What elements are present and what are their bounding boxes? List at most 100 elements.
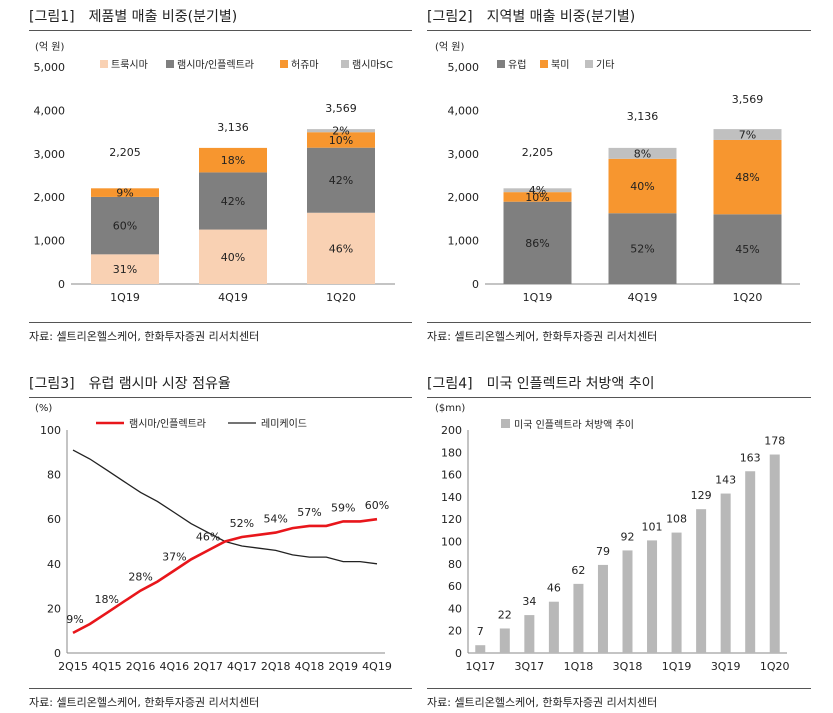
data-label: 18% [221,154,245,167]
data-label: 46% [196,530,220,543]
legend-label: 허쥬마 [291,59,319,71]
x-tick-label: 3Q17 [515,660,545,673]
data-label: 52% [230,517,254,530]
data-label: 4% [529,184,546,197]
data-label: 42% [329,174,353,187]
legend-label: 램시마/인플렉트라 [177,59,254,71]
y-tick-label: 4,000 [448,104,480,117]
y-tick-label: 60 [448,580,462,593]
y-tick-label: 0 [472,278,479,291]
data-label: 37% [162,550,186,563]
data-label: 54% [263,513,287,526]
y-tick-label: 120 [441,513,462,526]
x-tick-label: 1Q19 [110,291,140,304]
bar-segment [91,254,159,284]
x-tick-label: 4Q16 [160,660,190,673]
y-tick-label: 20 [47,602,61,615]
data-label: 59% [331,501,355,514]
bar [622,550,633,653]
legend-swatch [280,60,288,68]
y-tick-label: 5,000 [34,61,66,74]
x-tick-label: 3Q19 [711,660,741,673]
y-tick-label: 160 [441,469,462,482]
source-note: 자료: 셀트리온헬스케어, 한화투자증권 리서치센터 [29,330,260,343]
x-tick-label: 1Q17 [465,660,495,673]
bar-segment [199,172,267,230]
legend-label: 트룩시마 [111,59,148,71]
data-label: 22 [498,608,512,621]
panel-title: [그림2] 지역별 매출 비중(분기별) [427,9,636,25]
source-rule [29,688,412,689]
data-label: 60% [365,499,389,512]
y-tick-label: 0 [455,647,462,660]
bar [524,615,535,653]
title-rule [29,397,412,398]
y-tick-label: 5,000 [448,61,480,74]
total-label: 3,569 [325,102,357,115]
y-axis-label: (%) [35,403,52,414]
legend-swatch [166,60,174,68]
data-label: 178 [764,435,785,448]
data-label: 46% [329,242,353,255]
y-tick-label: 1,000 [34,235,66,248]
bar-segment [307,129,375,133]
legend-label: 유럽 [508,59,526,71]
y-tick-label: 3,000 [448,148,480,161]
bar-segment [91,196,159,255]
data-label: 108 [666,513,687,526]
total-label: 2,205 [522,146,554,159]
bar-segment [608,158,677,214]
data-label: 40% [221,251,245,264]
panel-title: [그림4] 미국 인플렉트라 처방액 추이 [427,376,655,392]
legend-swatch [501,419,510,428]
y-tick-label: 40 [448,602,462,615]
bar-segment [503,201,572,284]
x-tick-label: 4Q18 [295,660,325,673]
bar-segment [503,188,572,193]
data-label: 10% [525,191,549,204]
legend-label: 레미케이드 [261,418,307,430]
data-label: 48% [735,171,759,184]
data-label: 34 [522,595,536,608]
x-tick-label: 1Q19 [662,660,692,673]
y-tick-label: 80 [448,558,462,571]
x-tick-label: 4Q19 [628,291,658,304]
y-tick-label: 2,000 [448,191,480,204]
data-label: 2% [332,125,349,138]
x-tick-label: 1Q20 [733,291,763,304]
total-label: 2,205 [109,146,141,159]
data-label: 42% [221,195,245,208]
y-tick-label: 200 [441,424,462,437]
x-tick-label: 4Q19 [218,291,248,304]
title-rule [427,397,811,398]
bar-segment [503,192,572,202]
bar [696,509,707,653]
legend-label: 미국 인플렉트라 처방액 추이 [514,419,634,431]
data-label: 52% [630,243,654,256]
x-tick-label: 1Q19 [523,291,553,304]
data-label: 101 [642,520,663,533]
x-tick-label: 1Q18 [564,660,594,673]
stacked-bar-chart-1: 0 1,000 2,000 3,000 4,000 5,000 (억 원) 31% 60% 9% 2… [34,41,395,304]
y-tick-label: 20 [448,625,462,638]
bar-segment [199,229,267,284]
total-label: 3,136 [217,121,249,134]
bar-segment [91,188,159,197]
x-tick-label: 1Q20 [760,660,790,673]
data-label: 45% [735,243,759,256]
legend-swatch [585,60,593,68]
source-rule [29,322,412,323]
x-tick-label: 2Q18 [261,660,291,673]
bar [499,628,510,653]
bar-segment [608,213,677,284]
panel-title: [그림1] 제품별 매출 비중(분기별) [29,9,238,25]
y-tick-label: 100 [40,424,61,437]
bar-segment [307,212,375,284]
y-tick-label: 1,000 [448,235,480,248]
y-tick-label: 100 [441,536,462,549]
y-tick-label: 60 [47,513,61,526]
source-note: 자료: 셀트리온헬스케어, 한화투자증권 리서치센터 [29,696,260,709]
data-label: 46 [547,582,561,595]
x-tick-label: 4Q15 [92,660,122,673]
